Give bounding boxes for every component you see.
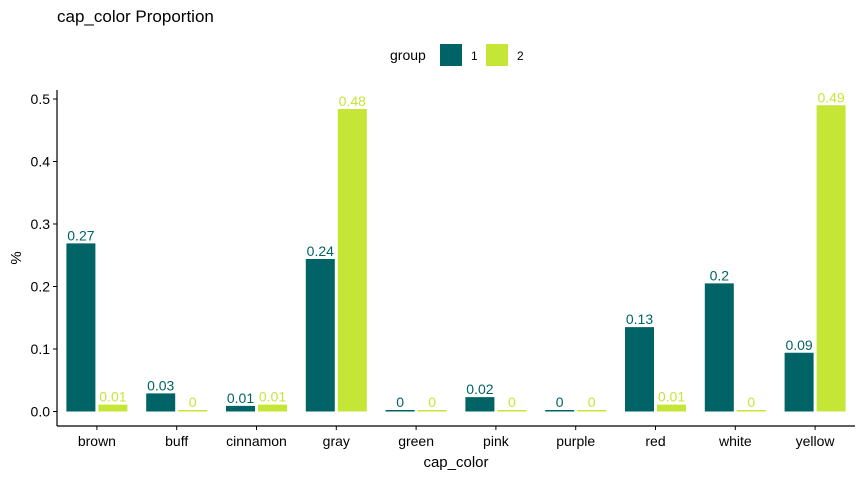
data-label: 0 xyxy=(189,394,197,410)
data-label: 0 xyxy=(556,394,564,410)
bar xyxy=(577,410,607,412)
data-label: 0.2 xyxy=(710,267,730,283)
plot-area: 0.0 0.1 0.2 0.3 0.4 0.5 brown 0.27 0.01 buff 0.03 0… xyxy=(31,89,855,449)
legend-entry-label: 2 xyxy=(517,49,524,63)
data-label: 0 xyxy=(588,394,596,410)
y-tick-label: 0.4 xyxy=(31,154,51,170)
bar xyxy=(704,283,734,412)
x-tick-label: pink xyxy=(483,433,510,449)
bar xyxy=(465,397,495,412)
bar xyxy=(816,105,846,412)
bar xyxy=(258,404,287,412)
data-label: 0.02 xyxy=(466,381,493,397)
data-label: 0.03 xyxy=(147,377,174,393)
y-tick-label: 0.0 xyxy=(31,404,51,420)
data-label: 0.24 xyxy=(307,243,334,259)
data-label: 0.01 xyxy=(227,390,254,406)
bar xyxy=(226,405,255,412)
data-label: 0.01 xyxy=(259,389,286,405)
data-label: 0 xyxy=(508,394,516,410)
data-label: 0.27 xyxy=(67,227,94,243)
bar xyxy=(417,410,447,412)
y-tick-label: 0.5 xyxy=(31,91,51,107)
legend-title: group xyxy=(390,47,426,63)
y-tick-label: 0.3 xyxy=(31,216,51,232)
data-label: 0.49 xyxy=(817,89,844,105)
x-axis-label: cap_color xyxy=(423,454,488,471)
data-label: 0 xyxy=(747,394,755,410)
x-tick-label: yellow xyxy=(796,433,836,449)
x-tick-label: purple xyxy=(556,433,595,449)
data-label: 0.48 xyxy=(339,93,366,109)
data-label: 0.09 xyxy=(785,337,812,353)
data-label: 0 xyxy=(428,394,436,410)
data-label: 0 xyxy=(396,394,404,410)
bar xyxy=(784,352,814,412)
data-label: 0.01 xyxy=(658,389,685,405)
data-label: 0.01 xyxy=(99,389,126,405)
y-tick-label: 0.1 xyxy=(31,341,51,357)
x-tick-label: white xyxy=(718,433,752,449)
legend: group 1 2 xyxy=(390,44,524,66)
x-tick-label: green xyxy=(398,433,434,449)
x-tick-label: red xyxy=(645,433,665,449)
bar xyxy=(337,109,367,412)
bar xyxy=(625,327,654,412)
bar xyxy=(178,410,208,412)
bar xyxy=(305,259,335,412)
bar xyxy=(545,410,575,412)
legend-swatch xyxy=(486,44,508,66)
bar xyxy=(497,410,527,412)
x-tick-label: brown xyxy=(78,433,116,449)
legend-swatch xyxy=(440,44,462,66)
legend-entry-label: 1 xyxy=(471,49,478,63)
bar xyxy=(98,404,128,412)
bar xyxy=(736,410,766,412)
x-tick-label: gray xyxy=(323,433,350,449)
bar xyxy=(146,393,176,412)
y-axis-label: % xyxy=(8,251,25,264)
bar xyxy=(66,243,96,412)
x-tick-label: buff xyxy=(165,433,188,449)
chart-title: cap_color Proportion xyxy=(57,7,214,26)
bar xyxy=(657,404,686,412)
x-tick-label: cinnamon xyxy=(226,433,287,449)
bar xyxy=(385,410,415,412)
y-tick-label: 0.2 xyxy=(31,279,51,295)
data-label: 0.13 xyxy=(626,311,653,327)
